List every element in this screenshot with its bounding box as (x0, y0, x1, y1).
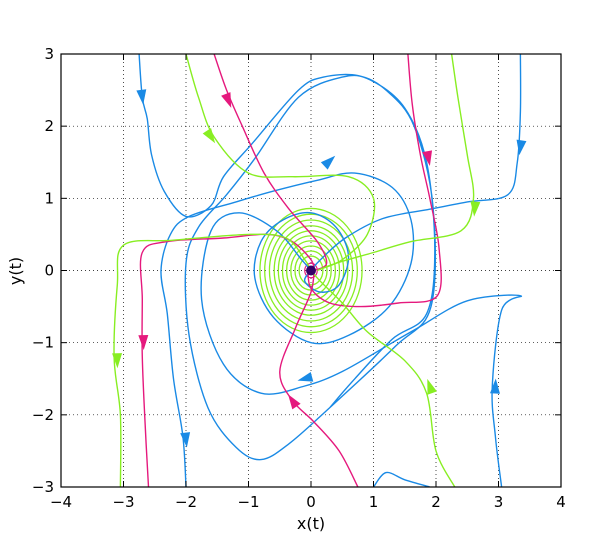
direction-arrow (490, 378, 500, 394)
x-tick-label: −1 (237, 493, 259, 511)
spiral-ring (277, 230, 345, 311)
y-axis-label: y(t) (6, 257, 25, 285)
trajectory-6 (307, 54, 442, 308)
x-tick-label: 4 (556, 493, 566, 511)
direction-arrow (470, 201, 481, 217)
y-tick-label: −2 (32, 406, 54, 424)
trajectory-11 (113, 233, 312, 487)
y-tick-label: 0 (44, 262, 54, 280)
spiral-ring (290, 245, 332, 296)
direction-arrow (320, 155, 336, 170)
trajectory-7 (139, 233, 315, 487)
direction-arrow (297, 371, 314, 382)
y-tick-label: 1 (44, 189, 54, 207)
x-tick-label: −2 (175, 493, 197, 511)
y-tick-label: 2 (44, 117, 54, 135)
y-tick-label: −1 (32, 334, 54, 352)
spiral-ring (273, 225, 349, 316)
trajectory-3 (160, 172, 415, 487)
direction-arrow (112, 353, 123, 369)
direction-arrow (136, 89, 147, 105)
y-tick-label: 3 (44, 45, 54, 63)
trajectories (113, 54, 523, 487)
spiral-ring (259, 207, 363, 334)
direction-arrow (180, 432, 191, 448)
trajectory-12 (310, 270, 456, 487)
trajectory-0 (138, 54, 437, 461)
equilibrium-point (306, 265, 316, 276)
direction-arrows (112, 89, 527, 448)
direction-arrow (138, 335, 149, 351)
spiral-ring (298, 255, 324, 286)
direction-arrow (422, 150, 433, 167)
x-tick-label: 3 (494, 493, 504, 511)
x-tick-label: −4 (50, 493, 72, 511)
x-tick-label: 2 (431, 493, 441, 511)
x-tick-label: 1 (369, 493, 379, 511)
trajectory-8 (279, 270, 359, 487)
trajectory-1 (311, 54, 522, 270)
direction-arrow (288, 394, 301, 410)
direction-arrow (221, 92, 232, 108)
trajectory-10 (317, 54, 475, 272)
x-tick-label: 0 (306, 493, 316, 511)
spiral-ring (281, 235, 341, 306)
direction-arrow (516, 139, 527, 156)
trajectory-2 (200, 212, 523, 487)
spiral-ring (268, 219, 354, 322)
x-tick-label: −3 (112, 493, 134, 511)
spiral-ring (286, 240, 336, 301)
direction-arrow (427, 378, 437, 395)
inner-spiral-ring (304, 262, 318, 279)
trajectory-4 (372, 471, 430, 487)
spiral-ring (264, 213, 358, 328)
trajectory-5 (213, 54, 328, 272)
direction-arrow (202, 127, 216, 144)
trajectory-9 (185, 54, 376, 270)
y-tick-label: −3 (32, 478, 54, 496)
x-axis-label: x(t) (297, 514, 325, 533)
